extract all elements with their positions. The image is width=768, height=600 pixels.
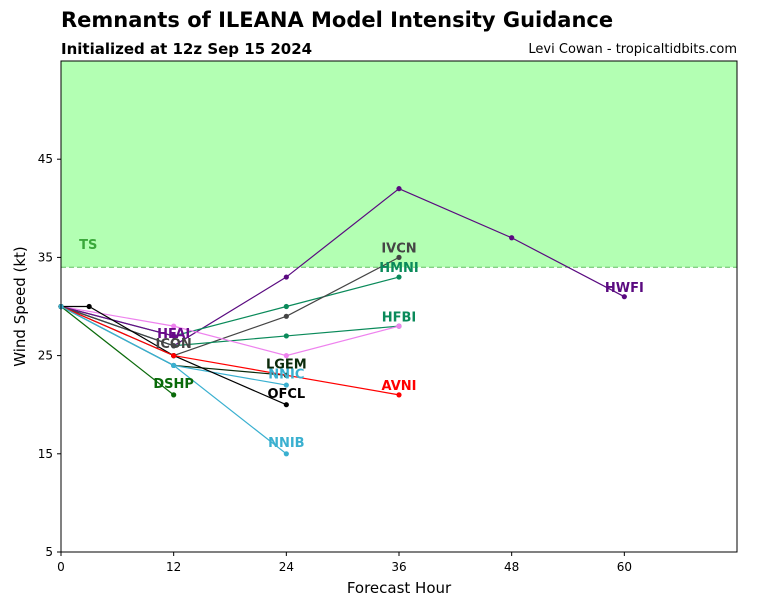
x-tick-label: 48 (504, 560, 519, 574)
x-tick-label: 12 (166, 560, 181, 574)
series-point (171, 323, 177, 329)
chart-credit: Levi Cowan - tropicaltidbits.com (528, 42, 737, 57)
y-tick-label: 15 (38, 447, 53, 461)
series-point (171, 333, 177, 339)
series-point (283, 274, 289, 280)
series-point (283, 402, 289, 408)
series-point (621, 294, 627, 300)
x-tick-label: 60 (617, 560, 632, 574)
series-line (60, 305, 174, 337)
series-point (171, 362, 177, 369)
series-point (283, 333, 289, 339)
x-axis-ticks: 0 12 24 36 48 60 (57, 552, 632, 574)
model-label-hfbi: HFBI (382, 310, 417, 325)
series-point (396, 392, 402, 398)
series-point (396, 323, 402, 329)
model-label-nnib: NNIB (268, 436, 305, 451)
x-tick-label: 0 (57, 560, 65, 574)
series-point (171, 392, 177, 398)
y-tick-label: 45 (38, 152, 53, 166)
model-label-nnic: NNIC (268, 367, 304, 382)
series-line (60, 276, 400, 337)
model-label-lgem: LGEM (266, 357, 307, 372)
series-point (283, 303, 289, 310)
chart-subtitle: Initialized at 12z Sep 15 2024 (61, 40, 313, 58)
model-label-ofcl: OFCL (267, 387, 305, 402)
model-label-dshp: DSHP (153, 377, 194, 392)
model-label-hwfi: HWFI (605, 281, 644, 296)
y-axis-ticks: 5 15 25 35 45 (38, 152, 61, 559)
series-point (283, 451, 289, 457)
series-point (283, 353, 289, 359)
series-point (396, 254, 402, 260)
series-point (171, 353, 177, 359)
x-tick-label: 24 (279, 560, 294, 574)
series-point (283, 382, 289, 388)
series-line (60, 305, 174, 347)
x-tick-label: 36 (391, 560, 406, 574)
model-label-icon: ICON (156, 337, 192, 352)
tropical-storm-label: TS (79, 238, 97, 253)
series-line (60, 305, 400, 357)
model-label-ivcn: IVCN (381, 242, 416, 257)
series-ivcn (58, 254, 402, 359)
model-label-hmni: HMNI (379, 261, 419, 276)
y-tick-label: 35 (38, 250, 53, 264)
series-line (61, 305, 287, 406)
series-point (171, 343, 177, 349)
series-point (86, 303, 92, 310)
series-line (60, 306, 175, 396)
series-point (509, 235, 515, 241)
model-label-avni: AVNI (382, 379, 417, 394)
series-point (396, 186, 402, 192)
series-hfbi (58, 303, 402, 349)
y-tick-label: 5 (45, 545, 53, 559)
series-hmni (58, 274, 402, 339)
x-axis-title: Forecast Hour (347, 579, 452, 597)
y-tick-label: 25 (38, 349, 53, 363)
series-point (396, 274, 402, 280)
y-axis-title: Wind Speed (kt) (11, 246, 29, 367)
series-layer (58, 186, 627, 457)
series-point (283, 313, 289, 319)
tropical-storm-zone (61, 61, 737, 268)
chart-title: Remnants of ILEANA Model Intensity Guida… (61, 8, 614, 32)
model-label-hfai: HFAI (157, 327, 190, 342)
